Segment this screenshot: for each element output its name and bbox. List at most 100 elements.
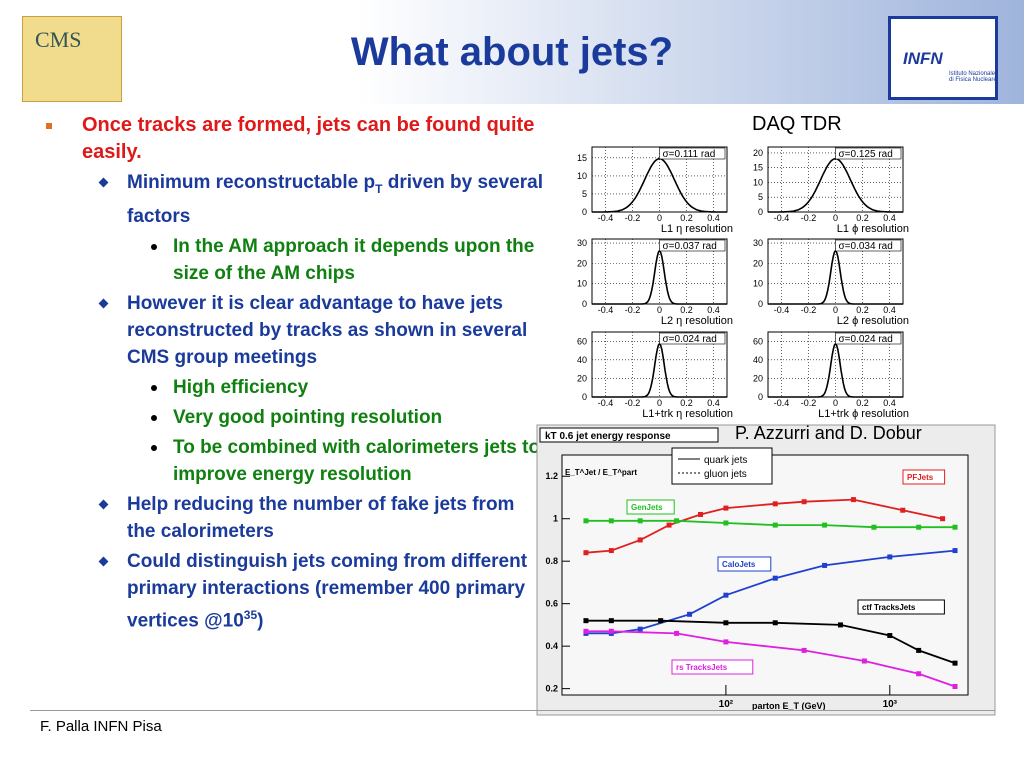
y-tick-label: 0.4	[545, 641, 558, 651]
x-tick-label: -0.2	[801, 213, 817, 223]
x-tick-label: 0.2	[856, 213, 869, 223]
data-point	[723, 520, 729, 526]
y-tick-label: 30	[753, 238, 763, 248]
panel-stat: σ=0.024 rad	[839, 334, 893, 345]
bullet-text: 35	[243, 607, 258, 622]
y-tick-label: 10	[577, 171, 587, 181]
data-point	[871, 524, 877, 530]
y-tick-label: 0.6	[545, 599, 558, 609]
data-point	[723, 639, 729, 645]
data-point	[837, 622, 843, 628]
series-line	[586, 630, 956, 688]
panel-stat: σ=0.024 rad	[663, 334, 717, 345]
data-point	[687, 611, 693, 617]
x-tick-label: -0.2	[801, 398, 817, 408]
data-point	[608, 628, 614, 634]
y-tick-label: 20	[753, 258, 763, 268]
x-tick-label: 0	[833, 398, 838, 408]
data-point	[887, 554, 893, 560]
y-tick-label: 15	[577, 153, 587, 163]
bullet-text: However it is clear advantage to have je…	[127, 292, 528, 368]
data-point	[772, 522, 778, 528]
data-point	[608, 548, 614, 554]
caption: DAQ TDR	[752, 113, 842, 135]
y-tick-label: 20	[577, 373, 587, 383]
y-tick-label: 60	[753, 336, 763, 346]
x-axis-label: L1 η resolution	[661, 223, 733, 235]
series-line	[586, 519, 955, 529]
series-tag	[671, 659, 754, 675]
data-point	[916, 647, 922, 653]
bullet-list: Once tracks are formed, jets can be foun…	[0, 112, 548, 634]
data-point	[723, 620, 729, 626]
x-tick-label: 0.4	[883, 398, 896, 408]
x-tick-label: 0.2	[680, 305, 693, 315]
y-tick-label: 20	[753, 148, 763, 158]
bullet-item: Minimum reconstructable pT driven by sev…	[98, 169, 548, 230]
y-tick-label: 15	[753, 163, 763, 173]
bullet-marker	[151, 414, 157, 421]
bullet-text: Very good pointing resolution	[173, 406, 443, 428]
data-point	[637, 537, 643, 543]
logo-text: CMS	[35, 27, 82, 52]
panel-stat: σ=0.037 rad	[663, 241, 717, 252]
y-tick-label: 0	[758, 392, 763, 402]
bullet-marker	[151, 384, 157, 391]
data-point	[723, 505, 729, 511]
bullet-text: Could distinguish jets coming from diffe…	[127, 550, 528, 632]
y-tick-label: 0	[758, 207, 763, 217]
data-point	[583, 518, 589, 524]
x-axis-label: L2 η resolution	[661, 315, 733, 327]
data-point	[916, 524, 922, 530]
footer: F. Palla INFN Pisa	[40, 718, 162, 735]
bullet-marker	[151, 243, 157, 250]
data-point	[887, 633, 893, 639]
y-tick-label: 1.2	[545, 471, 558, 481]
x-tick-label: 0.4	[707, 398, 720, 408]
y-tick-label: 10	[753, 177, 763, 187]
x-tick-label: 0	[833, 305, 838, 315]
x-tick-label: -0.4	[774, 305, 790, 315]
data-point	[637, 518, 643, 524]
x-tick-label: -0.4	[598, 213, 614, 223]
label-box	[835, 147, 902, 160]
y-tick-label: 40	[753, 355, 763, 365]
data-point	[952, 524, 958, 530]
slide-title: What about jets?	[350, 30, 674, 74]
y-tick-label: 0.8	[545, 556, 558, 566]
bullet-marker	[46, 123, 52, 129]
x-tick-label: -0.2	[801, 305, 817, 315]
bullet-text: driven by several factors	[127, 172, 543, 227]
x-tick-label: -0.2	[625, 398, 641, 408]
x-tick-label: -0.4	[774, 213, 790, 223]
data-point	[850, 497, 856, 503]
x-tick-label: -0.4	[598, 305, 614, 315]
y-tick-label: 10	[753, 279, 763, 289]
legend-entry: gluon jets	[704, 469, 747, 480]
legend-entry: quark jets	[704, 455, 747, 466]
x-tick-label: -0.2	[625, 305, 641, 315]
logo-text: INFN	[903, 49, 943, 68]
x-tick-label: 10³	[883, 699, 898, 710]
data-point	[698, 511, 704, 517]
x-tick-label: 0	[833, 213, 838, 223]
x-tick-label: 0	[657, 398, 662, 408]
caption: P. Azzurri and D. Dobur	[735, 423, 922, 443]
data-point	[772, 620, 778, 626]
series-name: rs TracksJets	[676, 663, 728, 672]
data-point	[801, 647, 807, 653]
bullet-text: T	[375, 181, 383, 196]
label-box	[659, 239, 726, 252]
data-point	[637, 626, 643, 632]
label-box	[659, 332, 726, 345]
data-point	[674, 518, 680, 524]
y-tick-label: 30	[577, 238, 587, 248]
bullet-text: Once tracks are formed, jets can be foun…	[82, 114, 535, 163]
bullet-text: High efficiency	[173, 376, 309, 398]
x-tick-label: 0.4	[883, 305, 896, 315]
series-tag	[902, 469, 946, 485]
x-tick-label: 0	[657, 213, 662, 223]
bullet-marker	[151, 444, 157, 451]
